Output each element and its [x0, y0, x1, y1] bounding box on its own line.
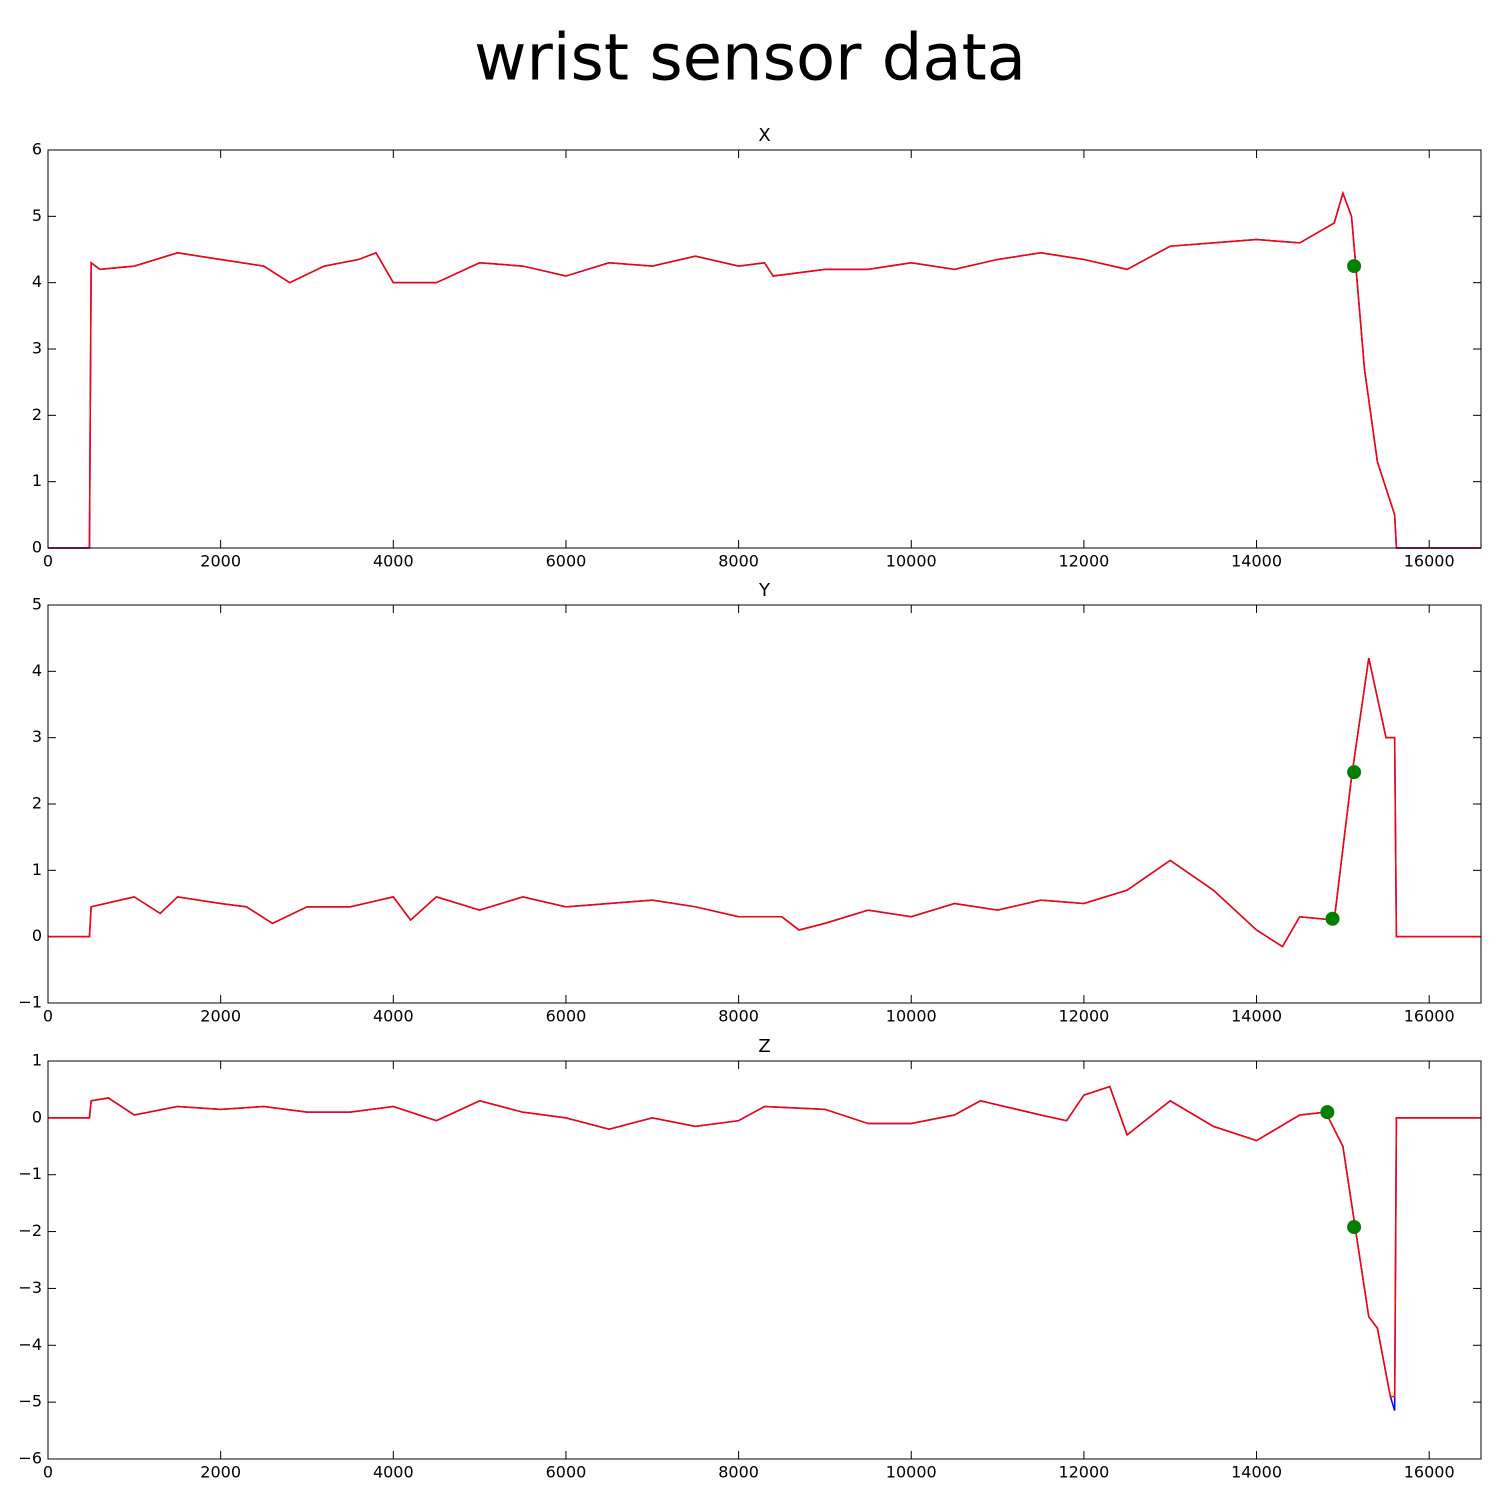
y-tick-label: 1	[32, 1051, 42, 1070]
y-tick-label: −6	[18, 1449, 42, 1468]
figure-title: wrist sensor data	[474, 22, 1026, 96]
x-tick-label: 8000	[718, 552, 759, 571]
y-tick-label: 2	[32, 405, 42, 424]
y-tick-label: −5	[18, 1392, 42, 1411]
x-tick-label: 14000	[1231, 552, 1282, 571]
y-tick-label: 4	[32, 661, 42, 680]
x-tick-label: 0	[43, 1463, 53, 1482]
x-tick-label: 14000	[1231, 1463, 1282, 1482]
marker-point	[1347, 259, 1362, 274]
x-tick-label: 4000	[373, 1007, 414, 1026]
x-tick-label: 10000	[886, 1007, 937, 1026]
y-tick-label: 5	[32, 206, 42, 225]
x-tick-label: 4000	[373, 552, 414, 571]
x-tick-label: 2000	[200, 1007, 241, 1026]
marker-point	[1347, 765, 1362, 780]
plot-frame	[47, 604, 1482, 1004]
y-tick-label: 2	[32, 794, 42, 813]
x-tick-label: 16000	[1404, 1463, 1455, 1482]
x-tick-label: 0	[43, 1007, 53, 1026]
y-tick-label: −3	[18, 1278, 42, 1297]
marker-point	[1325, 911, 1340, 926]
subplot-title: X	[758, 125, 770, 146]
y-tick-label: 0	[32, 1107, 42, 1126]
y-tick-label: 3	[32, 339, 42, 358]
marker-point	[1347, 1220, 1362, 1235]
x-tick-label: 12000	[1058, 1463, 1109, 1482]
x-tick-label: 6000	[546, 1463, 587, 1482]
x-tick-label: 12000	[1058, 1007, 1109, 1026]
x-tick-label: 6000	[546, 552, 587, 571]
x-tick-label: 8000	[718, 1007, 759, 1026]
y-tick-label: −2	[18, 1221, 42, 1240]
plot-frame	[47, 1060, 1482, 1460]
series-line	[48, 657, 1481, 948]
x-tick-label: 8000	[718, 1463, 759, 1482]
y-tick-label: −1	[18, 993, 42, 1012]
x-tick-label: 16000	[1404, 1007, 1455, 1026]
y-tick-label: 0	[32, 926, 42, 945]
y-tick-label: 1	[32, 860, 42, 879]
x-tick-label: 12000	[1058, 552, 1109, 571]
y-tick-label: 6	[32, 140, 42, 159]
y-tick-label: 0	[32, 538, 42, 557]
x-tick-label: 16000	[1404, 552, 1455, 571]
x-tick-label: 2000	[200, 1463, 241, 1482]
x-tick-label: 14000	[1231, 1007, 1282, 1026]
y-tick-label: 3	[32, 727, 42, 746]
x-tick-label: 2000	[200, 552, 241, 571]
marker-point	[1320, 1105, 1335, 1120]
series-line	[48, 190, 1481, 549]
subplot-title: Y	[758, 580, 771, 601]
x-tick-label: 6000	[546, 1007, 587, 1026]
y-tick-label: −4	[18, 1335, 42, 1354]
plot-frame	[47, 149, 1482, 549]
y-tick-label: −1	[18, 1164, 42, 1183]
series-line	[48, 1085, 1481, 1398]
x-tick-label: 10000	[886, 552, 937, 571]
x-tick-label: 0	[43, 552, 53, 571]
y-tick-label: 1	[32, 471, 42, 490]
y-tick-label: 4	[32, 272, 42, 291]
x-tick-label: 4000	[373, 1463, 414, 1482]
x-tick-label: 10000	[886, 1463, 937, 1482]
subplot-title: Z	[758, 1036, 770, 1057]
y-tick-label: 5	[32, 595, 42, 614]
